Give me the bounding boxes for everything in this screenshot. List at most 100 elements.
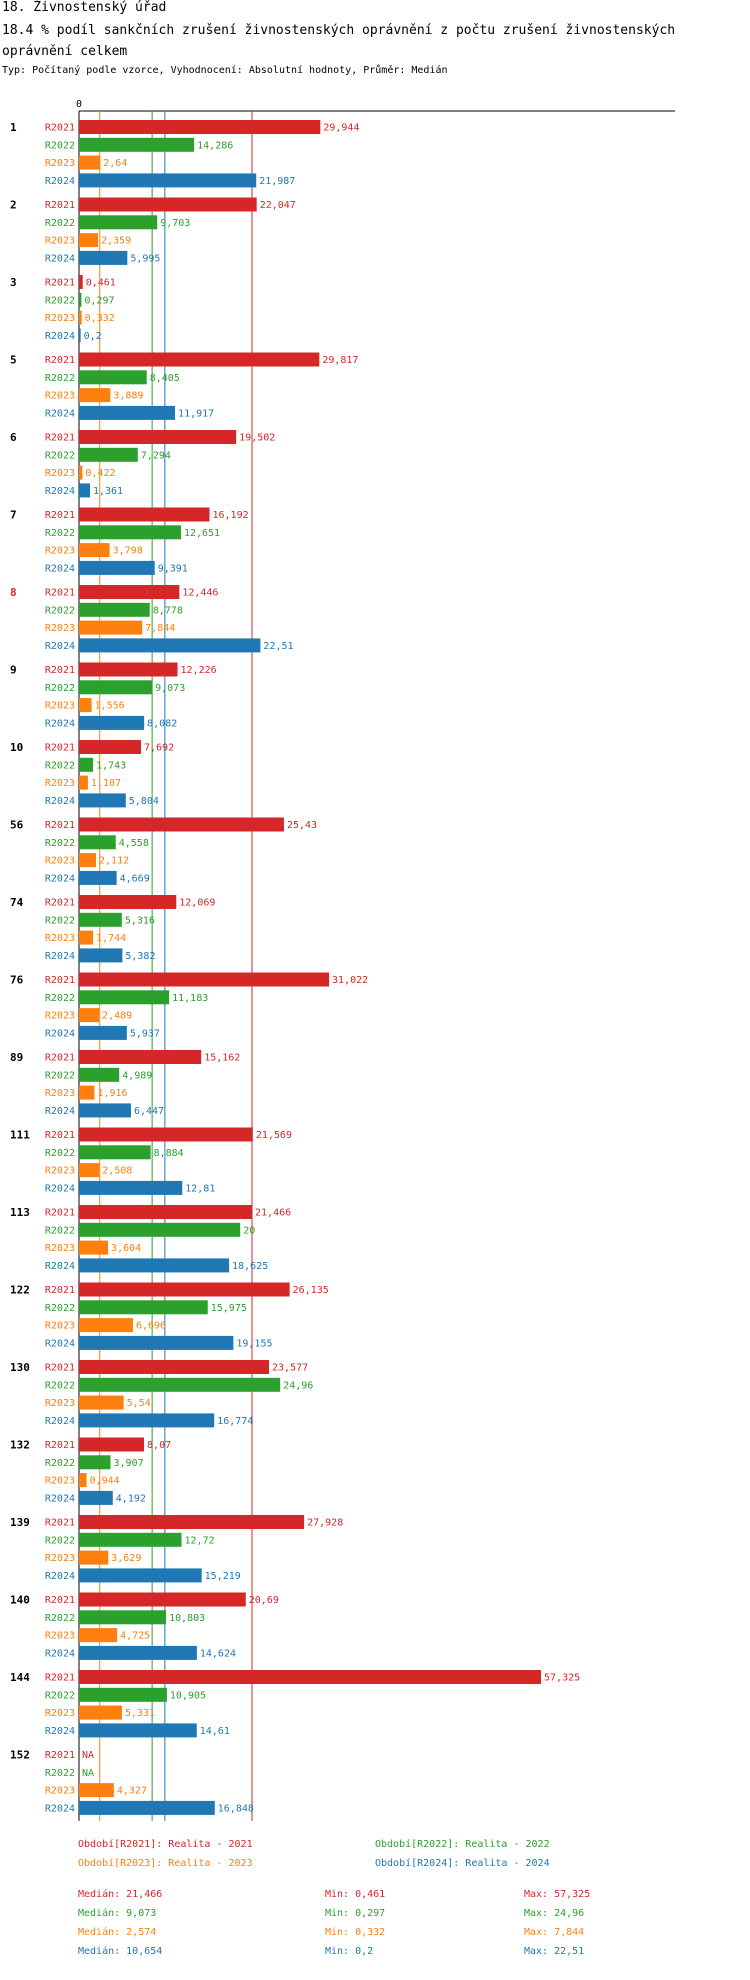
series-label: R2021: [45, 123, 75, 134]
bar: [79, 250, 128, 265]
series-label: R2024: [45, 253, 75, 264]
data-label: 3,629: [111, 1553, 141, 1564]
stat-min-r2021: Min: 0,461: [325, 1889, 386, 1900]
data-label: 5,316: [125, 915, 155, 926]
category-label: 89: [10, 1051, 23, 1064]
bar: [79, 990, 170, 1005]
series-label: R2023: [45, 236, 75, 247]
stat-median-r2024: Medián: 10,654: [78, 1946, 163, 1957]
series-label: R2024: [45, 1183, 75, 1194]
data-label: 0,422: [85, 468, 115, 479]
bar: [79, 1103, 131, 1118]
stat-median-r2023: Medián: 2,574: [78, 1927, 157, 1938]
bar: [79, 1550, 109, 1565]
bar: [79, 120, 321, 134]
bar: [79, 1205, 253, 1219]
series-label: R2024: [45, 951, 75, 962]
series-label: R2022: [45, 1148, 75, 1159]
series-label: R2023: [45, 933, 75, 944]
bar: [79, 388, 111, 403]
series-label: R2023: [45, 1321, 75, 1332]
series-label: R2024: [45, 873, 75, 884]
data-label: 22,047: [260, 200, 296, 211]
series-label: R2023: [45, 1631, 75, 1642]
legend-item-r2022: Období[R2022]: Realita - 2022: [375, 1839, 550, 1850]
data-label: 7,692: [144, 743, 174, 754]
data-label: 8,07: [147, 1440, 171, 1451]
data-label: 8,082: [147, 718, 177, 729]
stat-min-r2024: Min: 0,2: [325, 1946, 374, 1957]
series-label: R2024: [45, 1726, 75, 1737]
bar: [79, 757, 94, 772]
data-label: 18,625: [232, 1261, 268, 1272]
bar: [79, 1592, 246, 1607]
category-label: 56: [10, 819, 24, 832]
data-label: 12,651: [184, 528, 220, 539]
series-label: R2022: [45, 760, 75, 771]
data-label: 0,297: [84, 295, 114, 306]
category-label: 140: [10, 1594, 30, 1607]
series-label: R2023: [45, 1088, 75, 1099]
series-label: R2021: [45, 1518, 75, 1529]
data-label: 12,226: [181, 665, 217, 676]
bar: [79, 1050, 202, 1064]
bar: [79, 948, 123, 963]
data-label: 21,466: [255, 1208, 291, 1219]
stat-max-r2024: Max: 22,51: [524, 1946, 585, 1957]
data-label: 4,725: [120, 1631, 150, 1642]
bar: [79, 560, 155, 575]
series-label: R2024: [45, 563, 75, 574]
series-label: R2022: [45, 528, 75, 539]
series-label: R2024: [45, 1416, 75, 1427]
series-label: R2024: [45, 1338, 75, 1349]
series-label: R2022: [45, 1458, 75, 1469]
series-label: R2023: [45, 546, 75, 557]
bar: [79, 1670, 542, 1684]
series-label: R2021: [45, 588, 75, 599]
bar: [79, 1413, 215, 1428]
data-label: 4,192: [116, 1493, 146, 1504]
series-label: R2022: [45, 993, 75, 1004]
series-label: R2024: [45, 1106, 75, 1117]
series-label: R2022: [45, 683, 75, 694]
bar: [79, 602, 150, 617]
series-label: R2022: [45, 373, 75, 384]
series-label: R2022: [45, 915, 75, 926]
bar: [79, 1258, 230, 1273]
series-label: R2021: [45, 510, 75, 521]
bar: [79, 1318, 133, 1333]
bar: [79, 370, 147, 385]
bar: [79, 1335, 234, 1350]
series-label: R2023: [45, 391, 75, 402]
stat-median-r2022: Medián: 9,073: [78, 1908, 157, 1919]
bar: [79, 1180, 183, 1195]
data-label: 5,382: [125, 951, 155, 962]
bar: [79, 155, 101, 170]
legend-item-r2024: Období[R2024]: Realita - 2024: [375, 1858, 550, 1869]
series-label: R2022: [45, 295, 75, 306]
bar: [79, 912, 122, 927]
series-label: R2021: [45, 665, 75, 676]
bar: [79, 1127, 253, 1142]
series-label: R2021: [45, 278, 75, 289]
data-label: 11,917: [178, 408, 214, 419]
bar: [79, 1085, 95, 1100]
bar: [79, 173, 257, 188]
data-label: 12,446: [182, 588, 218, 599]
bar: [79, 1783, 114, 1798]
stat-max-r2021: Max: 57,325: [524, 1889, 591, 1900]
data-label: 6,696: [136, 1321, 166, 1332]
bar: [79, 1645, 197, 1660]
data-label: 29,817: [322, 355, 358, 366]
bar: [79, 310, 82, 325]
bar: [79, 662, 178, 677]
data-label: 20,69: [249, 1595, 279, 1606]
bar: [79, 585, 180, 599]
series-label: R2023: [45, 856, 75, 867]
page-title: 18. Živnostenský úřad: [2, 0, 167, 15]
data-label: 1,743: [96, 760, 126, 771]
data-label: 29,944: [323, 123, 359, 134]
series-label: R2023: [45, 158, 75, 169]
data-label: 14,624: [200, 1648, 236, 1659]
